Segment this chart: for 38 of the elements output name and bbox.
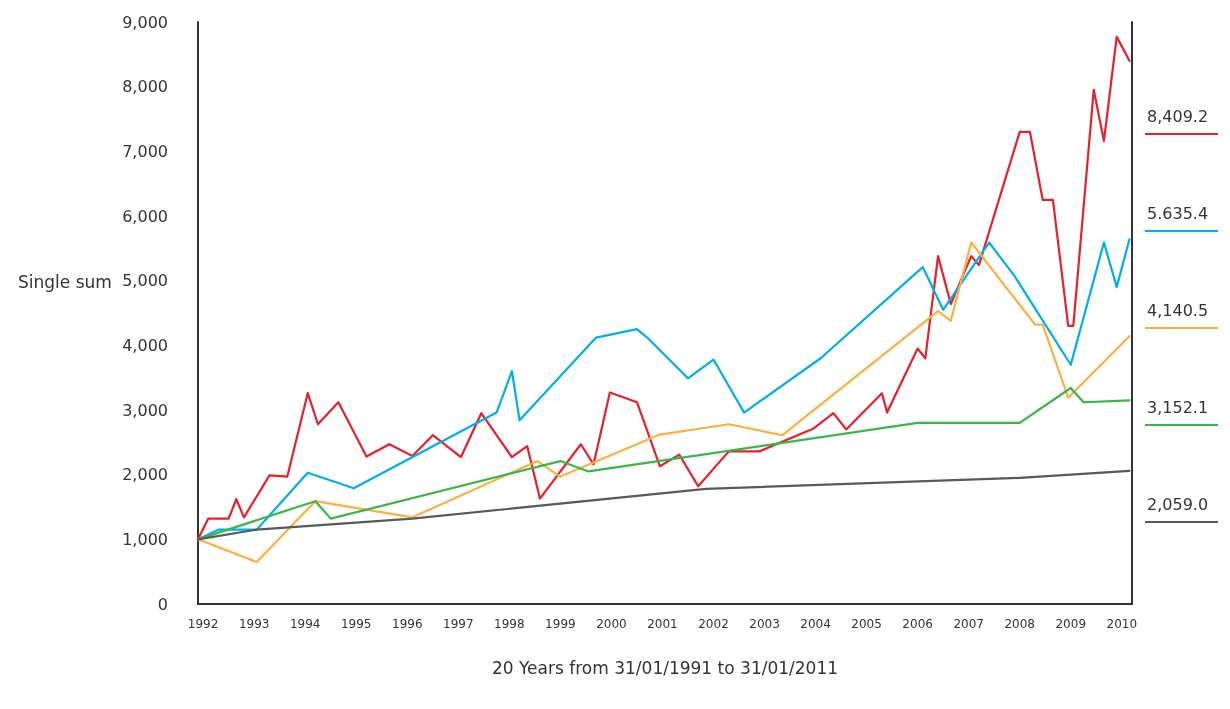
x-tick-label: 2010 xyxy=(1106,617,1138,631)
line-series xyxy=(196,469,1131,541)
y-tick-label: 1,000 xyxy=(122,529,168,549)
x-tick-label: 1996 xyxy=(391,617,423,631)
x-tick-label: 2004 xyxy=(800,617,831,631)
x-tick-label: 1994 xyxy=(289,617,321,631)
x-tick-label: 1995 xyxy=(340,617,372,631)
y-tick-label: 3,000 xyxy=(122,400,168,420)
x-tick-label: 2005 xyxy=(851,617,882,631)
x-tick-label: 2001 xyxy=(647,617,678,631)
x-tick-label: 2002 xyxy=(698,617,729,631)
x-tick-label: 1993 xyxy=(238,617,270,631)
x-tick-label: 2006 xyxy=(902,617,933,631)
x-tick-label: 1999 xyxy=(545,617,576,631)
x-tick-label: 2000 xyxy=(596,617,627,631)
y-axis-title: Single sum xyxy=(18,271,112,292)
y-tick-label: 4,000 xyxy=(122,335,168,355)
y-tick-label: 7,000 xyxy=(122,141,168,161)
line-series xyxy=(196,35,1131,541)
x-tick-label: 2003 xyxy=(749,617,780,631)
y-tick-label: 8,000 xyxy=(122,77,168,97)
x-tick-label: 2008 xyxy=(1004,617,1035,631)
y-tick-label: 6,000 xyxy=(122,206,168,226)
text: 4,140.5 xyxy=(1147,300,1209,320)
text: 2,059.0 xyxy=(1147,494,1209,514)
x-tick-label: 1998 xyxy=(494,617,525,631)
x-tick-label: 2007 xyxy=(953,617,984,631)
text: 5.635.4 xyxy=(1147,203,1209,223)
x-tick-label: 1992 xyxy=(187,617,219,631)
text: 8,409.2 xyxy=(1147,106,1209,126)
y-tick-label: 0 xyxy=(157,594,168,614)
y-tick-label: 2,000 xyxy=(122,465,168,485)
x-tick-label: 1997 xyxy=(443,617,474,631)
y-tick-label: 5,000 xyxy=(122,271,168,291)
y-tick-label: 9,000 xyxy=(122,12,168,32)
x-tick-label: 2009 xyxy=(1055,617,1087,631)
text: 3,152.1 xyxy=(1147,397,1209,417)
x-axis-title: 20 Years from 31/01/1991 to 31/01/2011 xyxy=(491,657,839,678)
